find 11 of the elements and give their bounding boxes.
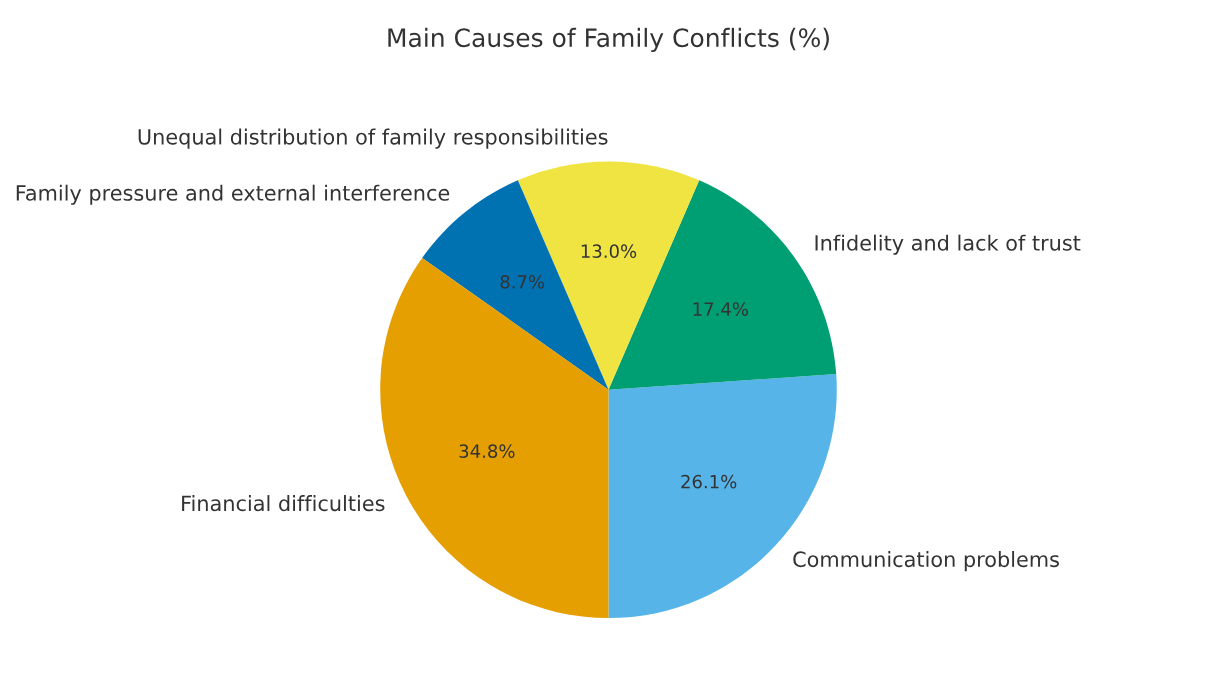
slice-label: Communication problems [793,551,1059,572]
slice-label: Unequal distribution of family responsibilities [138,128,608,149]
slice-label: Infidelity and lack of trust [815,234,1081,255]
chart-title: Main Causes of Family Conflicts (%) [388,27,829,53]
slice-label: Family pressure and external interference [16,184,450,205]
data-label: 8.7% [500,274,545,289]
data-label: 26.1% [681,474,737,489]
data-label: 34.8% [459,444,515,458]
data-label: 13.0% [581,244,637,259]
slice-label: Financial difficulties [182,495,385,512]
data-label: 17.4% [693,302,748,316]
